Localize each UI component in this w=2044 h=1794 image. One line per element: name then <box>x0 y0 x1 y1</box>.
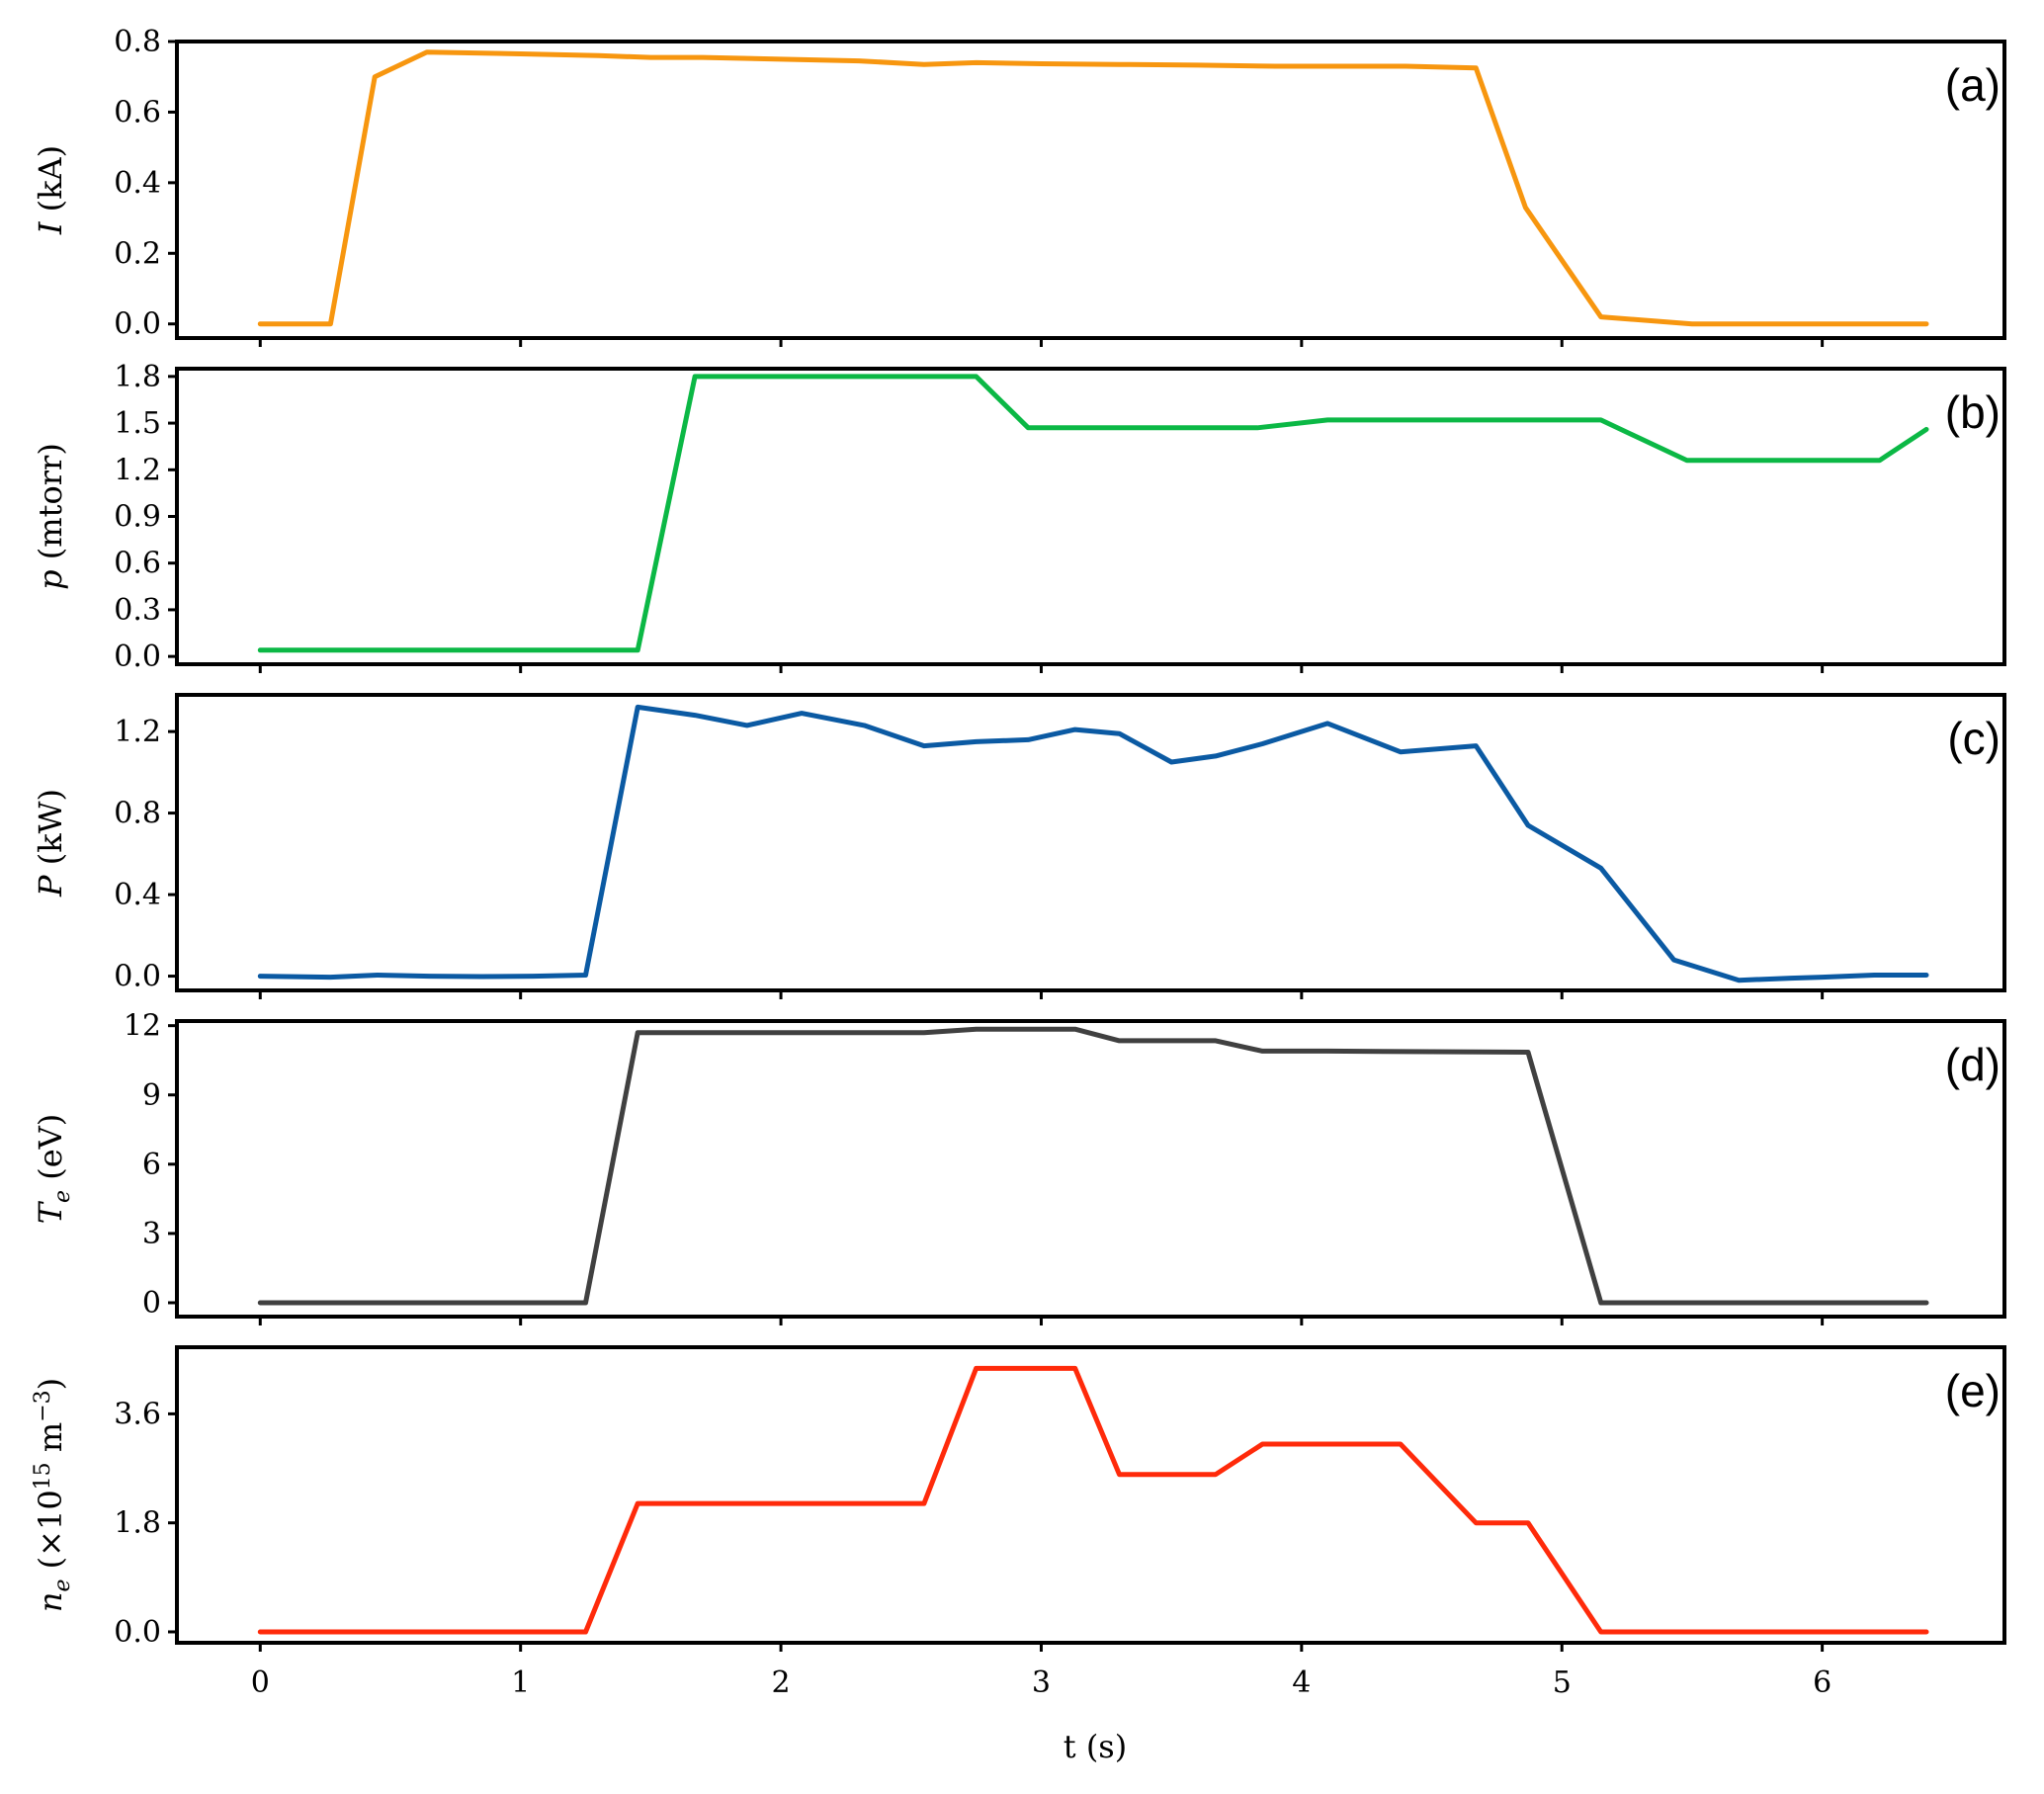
y-axis-label: p (mtorr) <box>32 443 69 590</box>
y-tick-label: 1.5 <box>114 406 161 441</box>
x-tick-label: 0 <box>251 1666 270 1700</box>
series-line-c <box>257 704 1929 983</box>
plot-frame <box>175 40 2006 340</box>
panel-a: 0.0 0.2 0.4 0.6 0.8 (a) I (kA) <box>32 25 2006 347</box>
y-tick-label: 0.3 <box>114 593 161 628</box>
y-tick-label: 12 <box>124 1009 161 1044</box>
y-tick-label: 0.2 <box>114 236 161 271</box>
y-tick-label: 1.2 <box>114 715 161 749</box>
y-tick-label: 1.8 <box>114 1506 161 1541</box>
x-tick-label: 3 <box>1032 1666 1051 1700</box>
y-tick-label: 3.6 <box>114 1397 161 1431</box>
y-tick-label: 0.6 <box>114 547 161 581</box>
y-tick-label: 0.9 <box>114 500 161 535</box>
y-tick-label: 9 <box>142 1078 161 1113</box>
panel-d: 0 3 6 9 12 (d) Te (eV) <box>32 1009 2006 1325</box>
y-tick-label: 3 <box>142 1217 161 1251</box>
series-line-a <box>257 49 1929 327</box>
y-axis-label: I (kA) <box>32 145 69 235</box>
y-axis-label: P (kW) <box>32 789 69 897</box>
panel-tag: (a) <box>1945 59 2001 111</box>
y-tick-label: 1.8 <box>114 360 161 394</box>
series-line-b <box>257 374 1929 653</box>
panel-b: 0.0 0.3 0.6 0.9 1.2 1.5 1.8 (b) p (mtorr) <box>32 360 2006 674</box>
y-tick-label: 0.0 <box>114 307 161 342</box>
panel-tag: (d) <box>1945 1039 2001 1090</box>
panel-tag: (b) <box>1945 386 2001 438</box>
y-tick-label: 6 <box>142 1148 161 1182</box>
series-line-d <box>257 1026 1929 1306</box>
y-tick-label: 0 <box>142 1286 161 1321</box>
plot-frame <box>175 1345 2006 1645</box>
x-tick-label: 6 <box>1813 1666 1831 1700</box>
x-tick-label: 2 <box>772 1666 791 1700</box>
plot-frame <box>175 1019 2006 1319</box>
x-axis-label: t (s) <box>1064 1728 1127 1765</box>
y-tick-label: 0.8 <box>114 797 161 831</box>
series-line-e <box>257 1365 1929 1635</box>
x-tick-label: 1 <box>511 1666 530 1700</box>
x-tick-label: 5 <box>1553 1666 1572 1700</box>
y-tick-label: 0.4 <box>114 166 161 201</box>
y-tick-label: 0.8 <box>114 25 161 59</box>
y-tick-label: 0.6 <box>114 95 161 129</box>
y-tick-label: 0.4 <box>114 878 161 912</box>
y-tick-label: 0.0 <box>114 640 161 674</box>
panel-tag: (c) <box>1947 713 2001 764</box>
x-tick-label: 4 <box>1292 1666 1311 1700</box>
plot-frame <box>175 367 2006 666</box>
plot-frame <box>175 693 2006 992</box>
panel-tag: (e) <box>1945 1365 2001 1416</box>
y-tick-label: 0.0 <box>114 960 161 994</box>
y-tick-label: 1.2 <box>114 453 161 487</box>
y-axis-label: Te (eV) <box>32 1114 75 1225</box>
panel-c: 0.0 0.4 0.8 1.2 (c) P (kW) <box>32 693 2006 999</box>
panels: 0.0 0.2 0.4 0.6 0.8 (a) I (kA) 0.0 0.3 0.6 0.9 1.2 1… <box>31 25 2006 1700</box>
y-axis-label: ne (×1015 m−3) <box>31 1378 75 1612</box>
panel-e: 0.0 1.8 3.6 0 1 2 3 4 5 6 (e) ne (×1015 m−3) <box>31 1345 2006 1700</box>
y-tick-label: 0.0 <box>114 1615 161 1650</box>
